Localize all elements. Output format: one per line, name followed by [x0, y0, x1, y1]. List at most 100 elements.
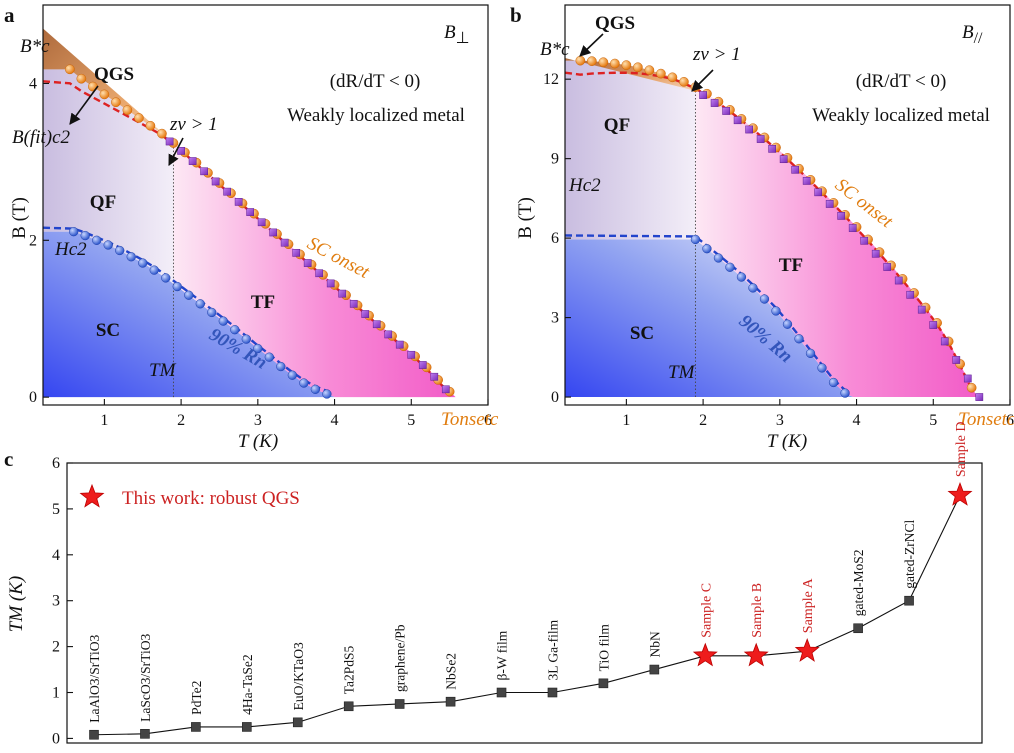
panel-a-ylabel: B (T) — [9, 197, 30, 239]
panel-b-phase-text: Weakly localized metal — [812, 105, 990, 126]
material-point — [292, 717, 303, 728]
zv-onset-point — [280, 238, 289, 247]
zv-onset-point — [825, 200, 834, 208]
category-label: Sample B — [750, 583, 765, 638]
zv-onset-point — [699, 91, 707, 99]
category-label: β-W film — [495, 630, 510, 680]
rn90-point — [92, 235, 102, 245]
zv-onset-point — [338, 289, 347, 298]
zv-onset-point — [326, 279, 335, 288]
y-tick-label: 0 — [52, 730, 60, 747]
rn90-point — [195, 299, 205, 309]
zv-onset-point — [906, 290, 915, 299]
rn90-point — [184, 290, 194, 300]
category-label: EuO/KTaO3 — [291, 642, 306, 710]
rn90-point — [759, 294, 770, 304]
zv-onset-point — [814, 188, 823, 197]
x-tick-label: 2 — [699, 412, 707, 429]
panel-a-xlabel: T (K) — [238, 431, 278, 452]
zv-onset-point — [860, 236, 869, 245]
zv-onset-point — [952, 356, 961, 364]
category-label: LaScO3/SrTiO3 — [138, 634, 153, 722]
zv-onset-point — [165, 137, 174, 146]
zv-onset-point — [315, 269, 324, 278]
qgs-region — [43, 28, 185, 153]
y-tick-label: 4 — [29, 75, 37, 92]
onset-point — [966, 382, 977, 393]
panel-c-data-marks — [89, 481, 973, 740]
panel-b-field-sub: // — [974, 30, 983, 47]
panel-b-letter: b — [510, 3, 522, 27]
panel-c-category-labels: LaAlO3/SrTiO3 LaScO3/SrTiO3 PdTe2 4Ha-TaSe2… — [87, 422, 969, 723]
rn90-point — [782, 319, 793, 329]
legend-star-icon — [79, 483, 105, 508]
zv-onset-point — [234, 198, 243, 206]
rn90-point — [713, 253, 724, 263]
category-label: Ta2PdS5 — [342, 645, 357, 694]
panel-b-ylabel: B (T) — [515, 197, 536, 239]
zv-onset-point — [929, 321, 938, 329]
rn90-point — [299, 378, 309, 388]
x-tick-label: 5 — [929, 412, 937, 429]
tm-trend-line — [93, 494, 961, 736]
panel-a-frame — [42, 4, 489, 406]
x-tick-label: 6 — [1006, 412, 1014, 429]
zv-onset-point — [871, 249, 880, 258]
rn90-point — [103, 240, 113, 250]
onset-point — [575, 55, 586, 66]
onset-point — [633, 62, 643, 73]
material-point — [191, 722, 201, 732]
panel-b-tf-label: TF — [779, 255, 803, 276]
panel-b-data-marks — [564, 55, 984, 401]
zv-onset-point — [722, 107, 730, 115]
zv-onset-point — [756, 135, 765, 143]
material-point — [89, 729, 99, 740]
zv-onset-point — [372, 320, 381, 329]
zv-onset-point — [361, 310, 370, 318]
panel-a-field-main: B — [444, 22, 456, 43]
zv-onset-point — [177, 147, 185, 155]
panel-a-x-ticks: 1 2 3 4 5 6 — [100, 399, 492, 429]
zv-onset-point — [292, 248, 301, 257]
rn90-point — [149, 265, 159, 275]
zv-onset-point — [779, 155, 788, 164]
zv-onset-point — [894, 276, 903, 285]
y-tick-label: 2 — [52, 639, 60, 656]
zv-onset-point — [349, 299, 358, 308]
zv-onset-point — [883, 263, 892, 271]
rn90-point — [840, 388, 850, 398]
onset-point — [679, 76, 689, 87]
rn90-point — [161, 273, 171, 283]
zv-onset-point — [246, 208, 255, 216]
zv-onset-point — [211, 177, 220, 186]
panel-a-bc-star-label: B*c — [20, 36, 50, 57]
zv-onset-point — [768, 144, 777, 153]
panel-b-qf-label: QF — [604, 115, 630, 136]
panel-b-qgs-arrow — [579, 33, 604, 57]
category-label: LaAlO3/SrTiO3 — [87, 634, 102, 722]
qgs-region — [565, 57, 707, 94]
this-work-star — [692, 642, 718, 667]
panel-c: 0 1 2 3 4 5 6 LaAlO3/SrTiO3 LaScO3/SrTiO3 PdTe2 4… — [4, 422, 983, 747]
x-tick-label: 4 — [853, 412, 861, 429]
zv-onset-point — [257, 218, 266, 227]
rn90-point — [725, 262, 735, 272]
panel-a-tc-onset-label: Tonsetc — [441, 409, 499, 430]
panel-c-letter: c — [4, 447, 13, 471]
zv-onset-point — [188, 157, 197, 165]
panel-a-phase-text: Weakly localized metal — [287, 105, 465, 126]
rn90-point — [748, 283, 758, 293]
this-work-star — [947, 481, 973, 506]
rn90-point — [241, 334, 251, 344]
panel-a-sc-label: SC — [96, 320, 120, 341]
panel-a-bc2-fit-label: B(fit)c2 — [12, 127, 71, 148]
rn90-point — [702, 244, 712, 254]
panel-b-xlabel: T (K) — [767, 431, 807, 452]
panel-b-field-main: B — [962, 22, 974, 43]
y-tick-label: 0 — [551, 389, 559, 406]
zv-onset-point — [223, 187, 231, 196]
panel-a-hc2-label: Hc2 — [54, 239, 87, 260]
rn90-point — [322, 389, 332, 399]
